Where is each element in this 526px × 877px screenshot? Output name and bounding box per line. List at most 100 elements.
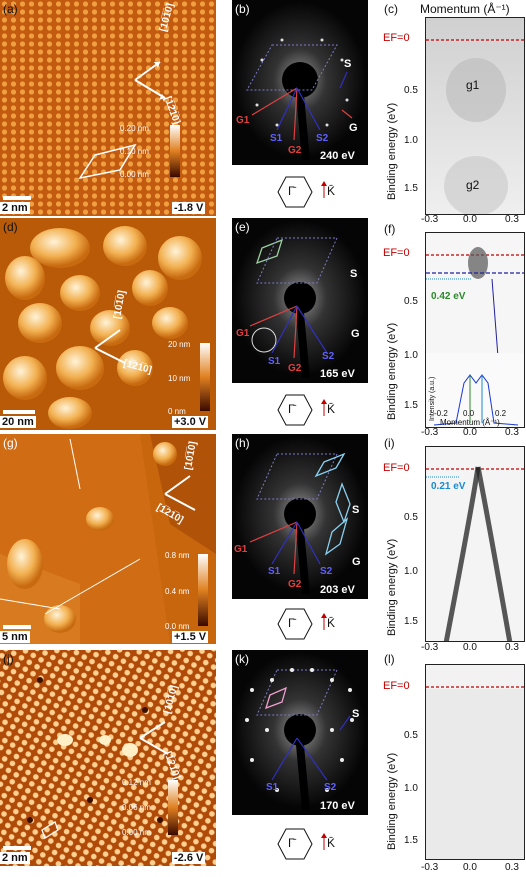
spot-g2-e: G2 [288,363,302,374]
panel-label-e: (e) [235,220,250,234]
fermi-label-f: EF=0 [383,247,410,259]
energy-k: 170 eV [320,800,355,812]
momentum-title: Momentum (Å⁻¹) [420,2,510,16]
xtick-l-2: 0.3 [505,862,519,873]
bias-g: +1.5 V [172,631,209,643]
leed-panel-b: (b) S G1 S1 G2 S2 G 240 eV [232,0,368,165]
spot-g-b: G [349,122,358,134]
xtick-c-2: 0.3 [505,214,519,225]
panel-label-i: (i) [384,436,395,450]
bias-d: +3.0 V [172,416,209,428]
panel-label-k: (k) [235,652,249,666]
scale-label-a: 2 nm [0,202,30,214]
spot-s1-h: S1 [268,566,281,577]
spot-s2-h: S2 [320,566,333,577]
panel-label-l: (l) [384,652,395,666]
leed-image-h [234,436,366,594]
colorbar-d [200,343,210,411]
ytick-l-0: 0.5 [404,730,418,741]
spot-s1-b: S1 [270,133,283,144]
inset-xtick-f-1: 0.0 [463,409,475,418]
cbar-min-d: 0 nm [168,407,186,416]
bz-diagram-e: Γ̄ K̄ [272,390,342,430]
stm-image-j [0,650,216,866]
xtick-f-0: -0.3 [421,427,439,438]
cbar-min-a: 0.00 nm [120,170,149,179]
cbar-max-d: 20 nm [168,340,191,349]
scale-label-d: 20 nm [0,416,36,428]
unit-cell-a [78,143,137,180]
scale-label-j: 2 nm [0,852,30,864]
leed-image-e [234,220,366,378]
bz-diagram-k: Γ̄ K̄ [272,824,342,864]
ylabel-f: Binding energy (eV) [386,322,398,420]
scale-bar-d [3,410,35,414]
scale-label-g: 5 nm [0,631,30,643]
spot-g1-e: G1 [236,328,250,339]
inset-xlabel-f: Momentum (Å⁻¹) [440,418,500,427]
xtick-l-0: -0.3 [421,862,439,873]
xtick-i-1: 0.0 [463,642,477,653]
ytick-c-2: 1.5 [404,183,418,194]
colorbar-j [168,780,178,835]
cbar-mid-j: 0.06 nm [122,803,151,812]
panel-label-f: (f) [384,222,396,236]
cbar-min-g: 0.0 nm [165,622,190,631]
spot-s1-k: S1 [266,782,279,793]
leed-panel-h: (h) S G1 S1 G2 S2 G 203 eV [232,434,368,599]
xtick-i-0: -0.3 [421,642,439,653]
xtick-c-1: 0.0 [463,214,477,225]
stm-image-g [0,434,216,644]
spot-s-e: S [350,268,358,280]
cbar-mid-g: 0.4 nm [165,587,190,596]
energy-e: 165 eV [320,368,355,380]
k-label-b: K̄ [327,184,336,198]
ytick-f-0: 0.5 [404,296,418,307]
scale-bar-j [3,846,31,850]
gamma-label-k: Γ̄ [288,836,295,850]
arpes-panel-c: g1 g2 [425,17,525,215]
bias-j: -2.6 V [172,852,206,864]
energy-b: 240 eV [320,150,355,162]
ytick-l-1: 1.0 [404,783,418,794]
cbar-max-a: 0.20 nm [120,124,149,133]
fermi-label-c: EF=0 [383,32,410,44]
leed-panel-k: (k) S S1 S2 170 eV [232,650,368,815]
unit-cell-j [41,821,59,839]
arpes-panel-l [425,664,525,860]
arpes-panel-f: 0.42 eV Intensity (a.u.) [425,232,525,428]
stm-image-a [0,0,216,216]
gamma-label-e: Γ̄ [288,402,295,416]
spot-s-h: S [352,504,360,516]
ytick-i-2: 1.5 [404,616,418,627]
gap-label-f: 0.42 eV [431,291,466,302]
k-label-e: K̄ [327,402,336,416]
panel-label-b: (b) [235,2,250,16]
spot-s2-k: S2 [324,782,337,793]
ytick-c-0: 0.5 [404,85,418,96]
energy-h: 203 eV [320,584,355,596]
ytick-f-2: 1.5 [404,400,418,411]
colorbar-g [198,554,208,626]
stm-image-d [0,218,216,430]
cbar-max-g: 0.8 nm [165,551,190,560]
xtick-f-1: 0.0 [463,427,477,438]
leed-image-b [234,2,366,160]
ylabel-i: Binding energy (eV) [386,538,398,636]
arpes-panel-i: 0.21 eV [425,446,525,642]
gamma-label-b: Γ̄ [288,184,295,198]
gamma-label-h: Γ̄ [288,616,295,630]
panel-label-j: (j) [3,652,14,666]
bz-diagram-b: Γ̄ K̄ [272,172,342,212]
stm-panel-j: (j) [10̅1̅0] [1̅21̅0] 0.12 nm 0.06 nm 0.… [0,650,216,866]
stm-panel-d: (d) [10̅1̅0] [1̅21̅0] 20 nm 10 nm 0 nm 2… [0,218,216,430]
band-g2: g2 [466,178,480,192]
k-label-h: K̄ [327,616,336,630]
xtick-f-2: 0.3 [505,427,519,438]
inset-xtick-f-0: -0.2 [434,409,448,418]
leed-image-k [234,652,366,810]
spot-g2-b: G2 [288,145,302,156]
spot-s-k: S [352,708,360,720]
scale-bar-g [3,625,31,629]
inset-xtick-f-2: 0.2 [495,409,507,418]
